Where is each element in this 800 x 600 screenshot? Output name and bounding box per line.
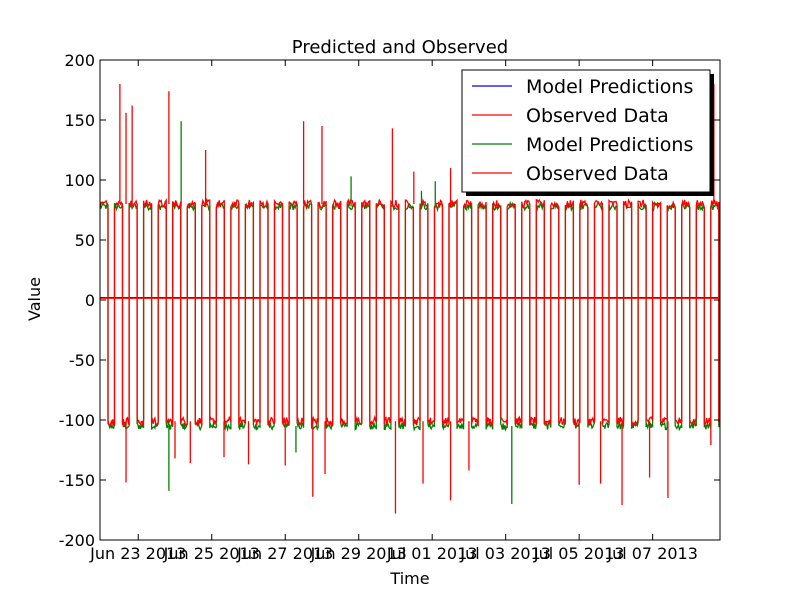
series-line-3	[100, 197, 720, 428]
legend-label-1: Observed Data	[526, 105, 669, 127]
x-tick-label-4: Jul 01 2013	[386, 544, 478, 563]
tick-marks	[100, 59, 720, 541]
y-tick-label-7: 150	[64, 111, 95, 130]
series-layer	[100, 84, 720, 514]
y-tick-label-8: 200	[64, 51, 95, 70]
y-tick-label-2: -100	[59, 411, 95, 430]
y-axis-label: Value	[25, 277, 44, 321]
chart-title: Predicted and Observed	[292, 37, 508, 58]
y-tick-label-4: 0	[85, 291, 95, 310]
legend-label-0: Model Predictions	[526, 76, 693, 98]
legend-label-2: Model Predictions	[526, 134, 693, 156]
x-tick-label-3: Jun 29 2013	[310, 544, 407, 563]
x-tick-label-7: Jul 07 2013	[606, 544, 698, 563]
x-tick-label-2: Jun 27 2013	[236, 544, 333, 563]
x-axis-label: Time	[389, 569, 429, 588]
legend-frame	[461, 69, 711, 193]
x-tick-label-6: Jul 05 2013	[533, 544, 625, 563]
y-tick-label-5: 50	[75, 231, 95, 250]
legend-label-3: Observed Data	[526, 163, 669, 185]
y-tick-label-1: -150	[59, 471, 95, 490]
x-tick-label-0: Jun 23 2013	[89, 544, 186, 563]
legend: Model Predictions Observed Data Model Pred…	[461, 69, 714, 196]
y-tick-label-0: -200	[59, 531, 95, 550]
y-tick-label-6: 100	[64, 171, 95, 190]
x-tick-label-5: Jul 03 2013	[459, 544, 551, 563]
y-tick-label-3: -50	[69, 351, 95, 370]
x-tick-label-1: Jun 25 2013	[163, 544, 260, 563]
